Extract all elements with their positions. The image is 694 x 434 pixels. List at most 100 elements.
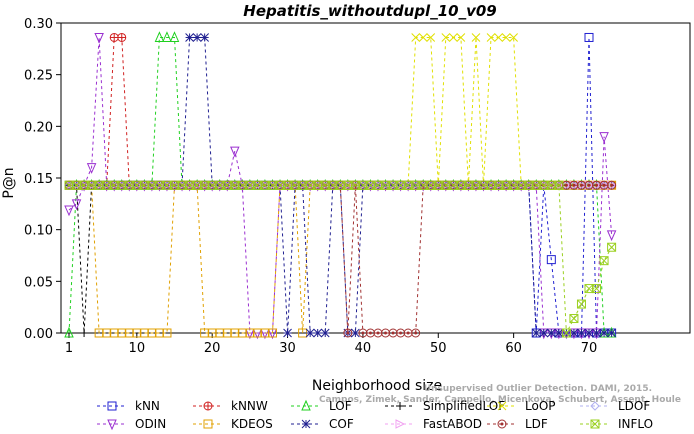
- data-point-inflo: [599, 256, 609, 266]
- y-tick-label: 0.30: [24, 17, 53, 32]
- legend-item-kdeos: KDEOS: [193, 417, 273, 431]
- data-point-odin: [86, 163, 97, 174]
- y-tick-label: 0.25: [24, 69, 53, 84]
- data-point-loop: [441, 33, 451, 42]
- legend-item-ldof: LDOF: [580, 399, 650, 413]
- legend-label: kNNW: [231, 399, 268, 413]
- legend-marker: [497, 419, 507, 429]
- data-point-cof: [554, 328, 564, 338]
- x-tick-label: 70: [581, 341, 598, 356]
- data-point-loop: [494, 33, 503, 42]
- x-tick-label: 40: [355, 341, 372, 356]
- data-point-knn: [584, 32, 594, 42]
- data-point-kdeos: [267, 328, 277, 338]
- data-point-knn: [546, 255, 556, 265]
- legend-item-inflo: INFLO: [580, 417, 653, 431]
- x-tick-label: 50: [430, 341, 447, 356]
- y-tick-label: 0.15: [24, 172, 53, 187]
- data-point-odin: [606, 230, 617, 242]
- data-point-inflo: [554, 180, 564, 190]
- data-point-loop: [411, 33, 421, 42]
- legend-item-odin: ODIN: [97, 417, 166, 431]
- data-point-odin: [230, 146, 240, 158]
- data-point-lof: [154, 31, 165, 42]
- legend-item-fastabod: FastABOD: [385, 417, 482, 431]
- legend-item-knnw: kNNW: [193, 399, 268, 413]
- data-point-inflo: [139, 180, 149, 190]
- legend-label: INFLO: [618, 417, 653, 431]
- y-tick-label: 0.20: [24, 120, 53, 135]
- legend-item-loop: LoOP: [487, 399, 556, 413]
- data-point-cof: [599, 328, 609, 338]
- x-tick-label: 20: [204, 341, 221, 356]
- data-point-inflo: [252, 180, 262, 190]
- series-line-loop: [69, 37, 612, 186]
- data-point-inflo: [298, 180, 308, 190]
- legend-item-cof: COF: [291, 417, 354, 431]
- data-point-inflo: [94, 180, 104, 190]
- watermark-line-2: Campos, Zimek, Sander, Campello, Micenko…: [319, 395, 681, 405]
- data-point-inflo: [373, 180, 383, 190]
- data-point-loop: [456, 33, 466, 42]
- x-tick-label: 1: [65, 341, 73, 356]
- data-point-cof: [200, 33, 210, 42]
- data-point-inflo: [162, 180, 172, 190]
- data-point-inflo: [569, 314, 579, 324]
- data-point-cof: [577, 328, 586, 338]
- chart-title: Hepatitis_withoutdupl_10_v09: [243, 2, 496, 20]
- legend-label: kNN: [135, 399, 160, 413]
- data-point-odin: [71, 199, 82, 211]
- data-point-lof: [162, 31, 172, 42]
- data-point-inflo: [207, 180, 217, 190]
- x-tick-label: 10: [129, 341, 146, 356]
- legend-item-simplifiedlof: SimplifiedLOF: [385, 399, 505, 413]
- watermark-line-1: Unsupervised Outlier Detection. DAMI, 20…: [424, 384, 652, 394]
- x-tick-label: 30: [279, 341, 296, 356]
- legend-marker: [203, 401, 213, 411]
- data-point-loop: [448, 33, 458, 42]
- data-point-knnw: [109, 32, 119, 42]
- legend-label: ODIN: [135, 417, 166, 431]
- legend-marker: [203, 419, 213, 429]
- data-point-cof: [313, 328, 323, 338]
- data-point-loop: [501, 33, 511, 42]
- data-point-cof: [185, 33, 194, 42]
- data-point-cof: [351, 328, 360, 338]
- legend-label: KDEOS: [231, 417, 273, 431]
- data-point-loop: [471, 33, 481, 42]
- x-axis-title: Neighborhood size: [312, 378, 442, 394]
- data-point-knnw: [117, 32, 127, 42]
- legend-label: LDOF: [618, 399, 650, 413]
- data-point-cof: [283, 328, 292, 338]
- y-tick-label: 0.05: [24, 275, 53, 290]
- y-axis-title: P@n: [1, 167, 17, 198]
- data-point-simplifiedlof: [80, 329, 89, 337]
- plot-area: 1 10 20 30 40 50 60 70 0.00 0.05 0.10 0.15 0.20 0.25 0…: [24, 17, 691, 356]
- data-point-cof: [192, 33, 202, 42]
- legend-marker: [497, 401, 507, 411]
- legend-label: COF: [329, 417, 354, 431]
- legend-marker: [107, 419, 117, 431]
- legend-marker: [107, 401, 117, 411]
- y-tick-label: 0.00: [24, 327, 53, 342]
- data-point-loop: [509, 33, 518, 42]
- legend-item-ldf: LDF: [487, 417, 548, 431]
- legend-marker: [301, 419, 311, 429]
- data-point-inflo: [592, 284, 602, 294]
- data-point-inflo: [343, 180, 353, 190]
- legend-label: SimplifiedLOF: [423, 399, 505, 413]
- data-point-loop: [486, 33, 496, 42]
- data-point-kdeos: [162, 328, 172, 338]
- legend-label: FastABOD: [423, 417, 482, 431]
- legend-marker: [396, 402, 404, 410]
- data-point-cof: [305, 328, 315, 338]
- legend-label: LDF: [525, 417, 548, 431]
- legend-label: LoOP: [525, 399, 556, 413]
- data-point-loop: [426, 33, 436, 42]
- data-point-ldf: [343, 328, 353, 338]
- data-point-ldf: [607, 180, 617, 190]
- data-point-cof: [546, 328, 556, 338]
- legend: kNN kNNW LOF SimplifiedLOF LoOP LDOF ODIN KDEOS…: [97, 399, 653, 431]
- data-point-cof: [584, 328, 594, 338]
